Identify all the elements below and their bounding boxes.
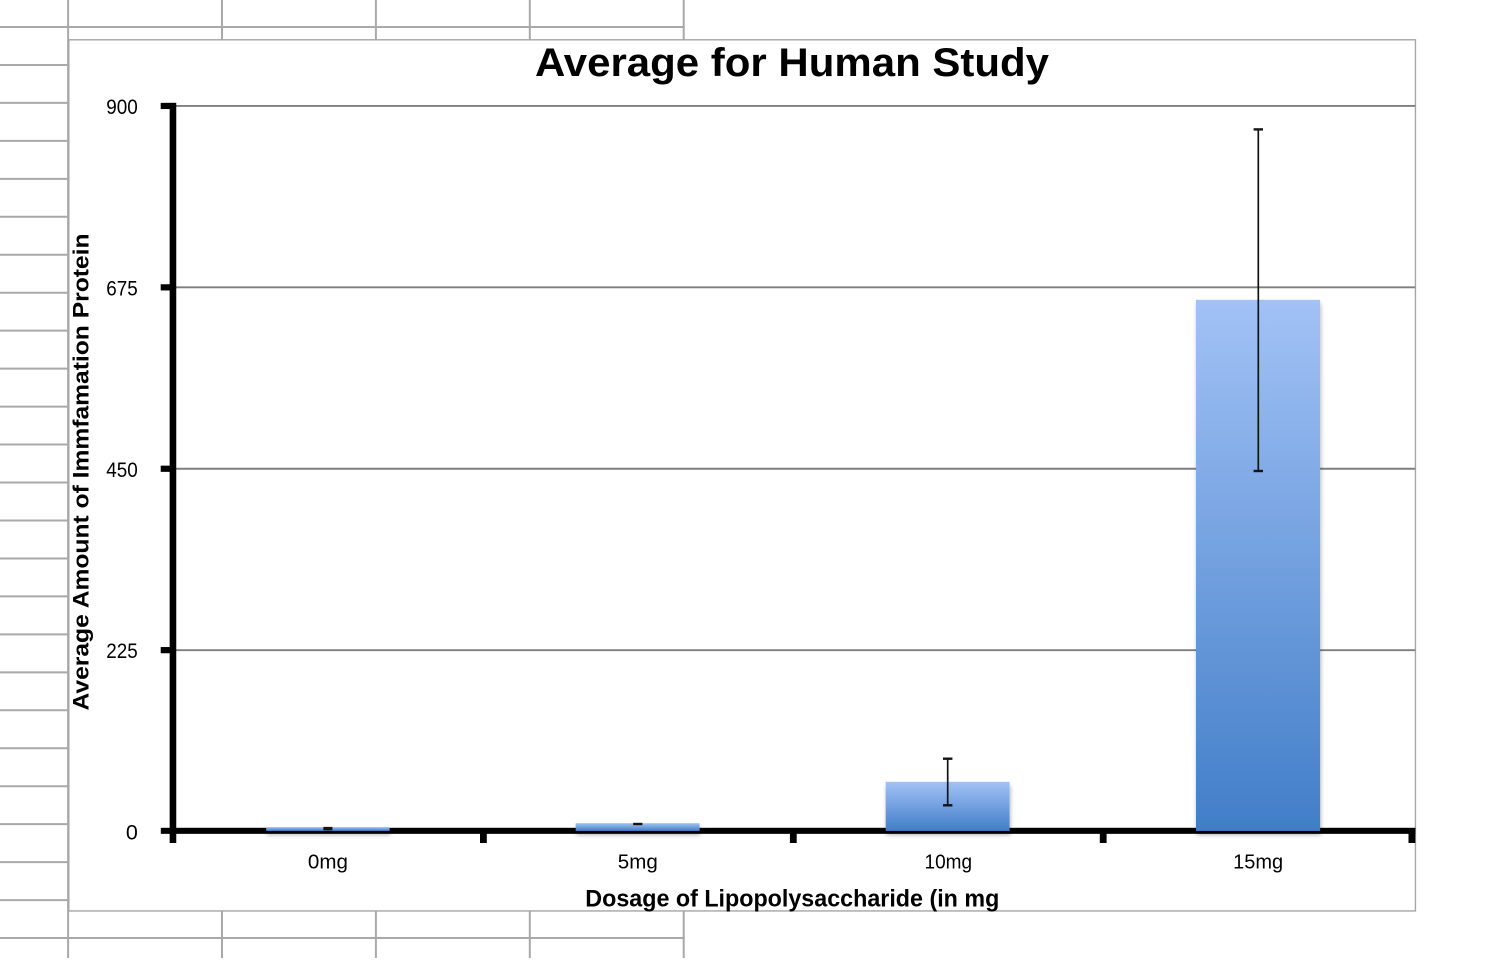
svg-text:225: 225: [106, 639, 138, 663]
svg-text:Average for Human Study: Average for Human Study: [535, 41, 1050, 85]
svg-text:5mg: 5mg: [618, 852, 658, 874]
svg-text:10mg: 10mg: [925, 852, 973, 874]
svg-text:675: 675: [106, 277, 138, 301]
svg-text:450: 450: [106, 458, 138, 482]
svg-text:Dosage of Lipopolysaccharide (: Dosage of Lipopolysaccharide (in mg: [585, 886, 999, 913]
svg-text:Average Amount of Immfamation: Average Amount of Immfamation Protein: [68, 234, 93, 711]
svg-text:0: 0: [126, 821, 138, 845]
svg-text:0mg: 0mg: [308, 852, 348, 874]
svg-text:15mg: 15mg: [1233, 852, 1283, 874]
svg-text:900: 900: [106, 95, 138, 119]
